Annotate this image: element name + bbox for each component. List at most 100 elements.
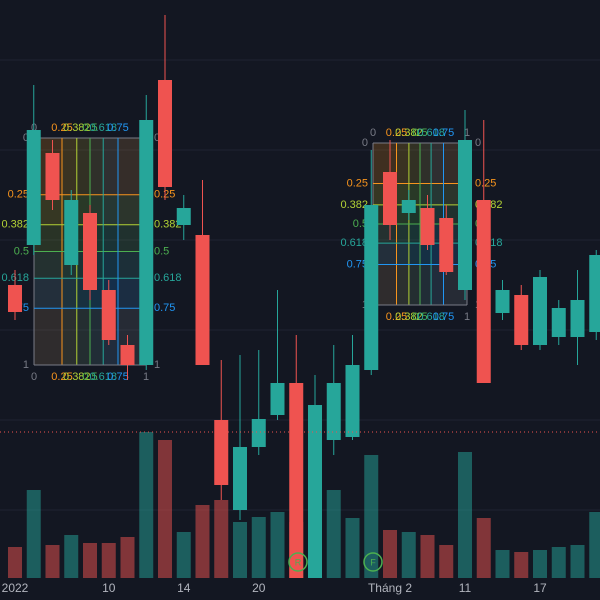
candle-body — [8, 285, 22, 312]
volume-bar — [551, 547, 566, 578]
event-marker-label: F — [370, 557, 376, 567]
fib-label: 0.618 — [417, 311, 445, 323]
fib-label: 0.75 — [154, 302, 175, 314]
candle-body — [476, 200, 491, 383]
fib-label: 0.382 — [63, 371, 91, 383]
fib-label: 0.5 — [82, 371, 97, 383]
fib-label: 0.618 — [154, 272, 182, 284]
x-tick-label: 2022 — [2, 581, 29, 595]
candle-body — [514, 295, 529, 345]
candle-body — [589, 255, 600, 332]
volume-bar — [45, 545, 60, 578]
candle-body — [345, 365, 360, 437]
volume-bar — [439, 545, 454, 578]
fib-label: 0.75 — [107, 371, 128, 383]
volume-bar — [345, 518, 360, 578]
candle-body — [251, 419, 266, 447]
fib-label: 0.25 — [475, 177, 496, 189]
fib-label: 0.75 — [433, 311, 454, 323]
volume-bar — [514, 552, 529, 578]
candle-layer — [8, 15, 600, 600]
fib-label: 0.5 — [154, 245, 169, 257]
volume-bar — [458, 452, 472, 578]
fib-label: 0.75 — [347, 258, 368, 270]
fib-label: 0 — [154, 132, 160, 144]
fib-label: 0 — [362, 137, 368, 149]
volume-bar — [476, 518, 491, 578]
candle-body — [270, 383, 285, 415]
volume-bar — [401, 532, 416, 578]
volume-bar — [589, 512, 600, 578]
fib-label: 0.382 — [63, 122, 91, 134]
volume-bar — [158, 440, 172, 578]
fib-label: 0 — [475, 137, 481, 149]
candle-body — [45, 153, 60, 200]
fib-label: 0.5 — [412, 127, 427, 139]
candle-body — [308, 405, 322, 600]
candle-body — [26, 130, 41, 245]
candle-body — [401, 200, 416, 213]
candle-body — [570, 300, 585, 337]
event-marker[interactable] — [363, 552, 383, 572]
fib-label: 0 — [23, 132, 29, 144]
volume-bar — [101, 543, 116, 578]
volume-bar — [383, 530, 397, 578]
volume-bar — [214, 500, 229, 578]
candle-body — [214, 420, 229, 485]
volume-bar — [120, 537, 135, 578]
volume-bar — [251, 517, 266, 578]
volume-bar — [270, 512, 285, 578]
fib-label: 0.25 — [347, 177, 368, 189]
fib-label: 0.25 — [51, 122, 72, 134]
x-axis-strip — [0, 578, 600, 600]
candle-body — [64, 200, 79, 265]
volume-bar — [195, 505, 210, 578]
candle-body — [551, 308, 566, 337]
volume-bar — [364, 455, 379, 578]
x-tick-label: 17 — [533, 581, 547, 595]
candle-body — [533, 277, 547, 345]
event-marker[interactable] — [288, 552, 308, 572]
volume-bar — [64, 535, 79, 578]
fib-label: 0.382 — [154, 219, 182, 231]
fib-label: 1 — [143, 371, 149, 383]
volume-bar — [176, 532, 191, 578]
fib-label: 0.75 — [107, 122, 128, 134]
candle-body — [383, 172, 397, 225]
fib-label: 0.618 — [89, 371, 117, 383]
x-tick-label: 11 — [459, 581, 472, 595]
fib-label: 0.5 — [353, 218, 368, 230]
fib-label: 0.25 — [51, 371, 72, 383]
candle-body — [439, 218, 454, 272]
volume-bar — [495, 550, 510, 578]
x-tick-label: Tháng 2 — [368, 581, 412, 595]
fib-label: 0.25 — [386, 311, 407, 323]
candle-body — [195, 235, 210, 365]
volume-bar — [326, 490, 341, 578]
fib-label: 0 — [370, 127, 376, 139]
candle-body — [120, 345, 135, 365]
volume-bar — [83, 543, 97, 578]
fib-label: 0.618 — [340, 237, 368, 249]
volume-bar — [533, 550, 547, 578]
fib-label: 0.382 — [1, 219, 29, 231]
candle-body — [495, 290, 510, 313]
fib-label: 1 — [464, 127, 470, 139]
volume-bar — [8, 547, 22, 578]
volume-bar — [570, 545, 585, 578]
candle-body — [176, 208, 191, 225]
fib-label: 1 — [23, 359, 29, 371]
fib-label: 0.25 — [8, 189, 29, 201]
fib-label: 1 — [464, 311, 470, 323]
candle-body — [364, 205, 379, 370]
x-tick-label: 10 — [102, 581, 116, 595]
fib-label: 0.25 — [386, 127, 407, 139]
fib-label: 0 — [31, 371, 37, 383]
candle-body — [158, 80, 172, 187]
fib-label: 0.382 — [395, 311, 423, 323]
x-tick-label: 20 — [252, 581, 266, 595]
fib-label: 1 — [154, 359, 160, 371]
candle-body — [326, 383, 341, 440]
